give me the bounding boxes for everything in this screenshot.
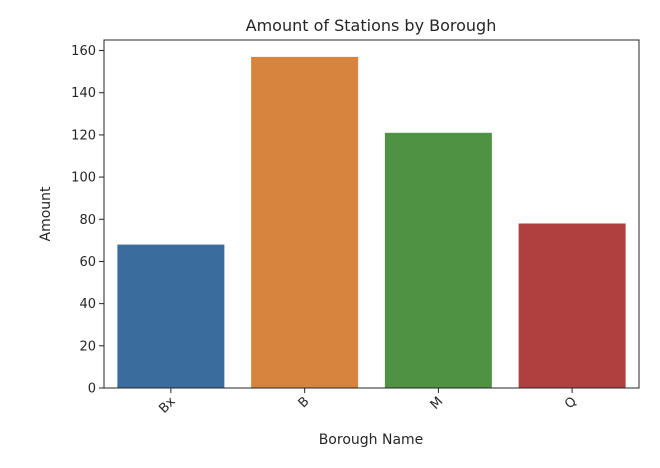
x-axis-ticks: Bx B M Q <box>156 388 580 417</box>
y-tick-label: 160 <box>71 44 96 59</box>
y-tick-label: 80 <box>79 213 96 228</box>
y-tick-label: 100 <box>71 171 96 186</box>
y-tick-label: 0 <box>88 382 96 397</box>
y-axis-label: Amount <box>38 186 54 242</box>
bars <box>117 56 626 388</box>
bar-q <box>518 223 626 388</box>
y-tick-label: 20 <box>79 339 96 354</box>
x-tick-label: Q <box>562 394 580 412</box>
chart-title: Amount of Stations by Borough <box>246 16 497 35</box>
y-axis-ticks: 0 20 40 60 80 100 120 140 160 <box>71 44 104 397</box>
bar-b <box>251 56 359 388</box>
x-tick-label: Bx <box>156 394 179 417</box>
y-tick-label: 40 <box>79 297 96 312</box>
x-tick-label: M <box>428 394 447 413</box>
y-tick-label: 140 <box>71 86 96 101</box>
x-axis-label: Borough Name <box>319 432 424 448</box>
bar-m <box>384 132 492 388</box>
bar-bx <box>117 244 225 388</box>
y-tick-label: 120 <box>71 128 96 143</box>
y-tick-label: 60 <box>79 255 96 270</box>
x-tick-label: B <box>296 394 313 411</box>
plot-frame <box>103 39 640 389</box>
